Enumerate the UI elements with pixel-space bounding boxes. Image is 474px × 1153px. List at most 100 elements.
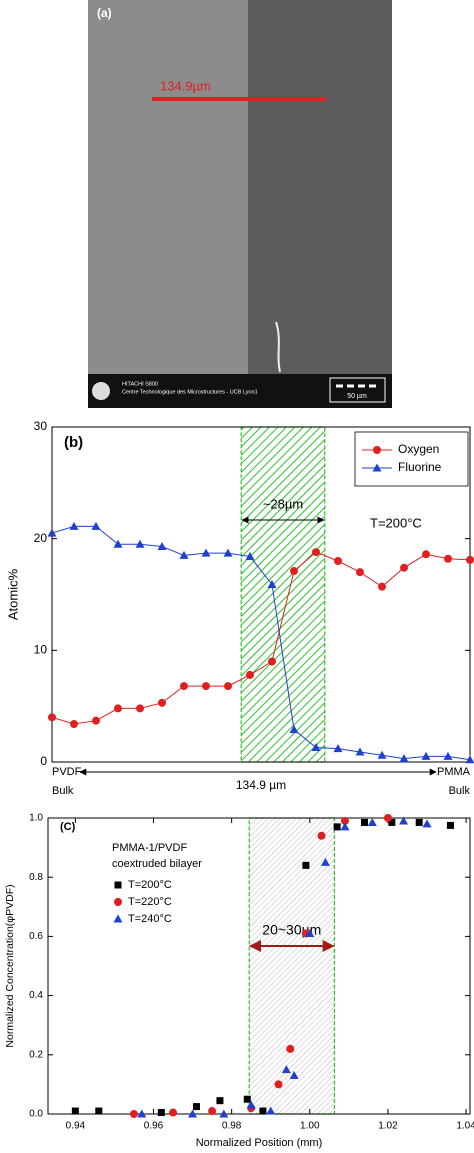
marker [216, 1097, 224, 1105]
end-label: Bulk [449, 785, 471, 797]
marker [266, 1106, 276, 1115]
y-tick-label: 1.0 [29, 813, 43, 824]
marker [446, 821, 454, 829]
marker [289, 1071, 299, 1080]
y-tick-label: 0 [40, 754, 47, 768]
legend-title: coextruded bilayer [112, 858, 202, 870]
legend-marker [114, 881, 122, 889]
marker [113, 539, 123, 548]
marker [135, 539, 145, 548]
legend-label: T=200°C [128, 879, 172, 891]
y-tick-label: 0.4 [29, 990, 43, 1001]
marker [333, 823, 341, 831]
x-tick-label: 0.98 [222, 1121, 242, 1132]
marker [355, 747, 365, 756]
panel-label: (b) [64, 434, 83, 451]
marker [378, 582, 386, 591]
marker [415, 818, 423, 826]
legend-box [354, 431, 469, 487]
sem-logo [92, 382, 110, 400]
span-label: 134.9 µm [236, 778, 286, 792]
marker [69, 521, 79, 530]
marker [208, 1107, 217, 1116]
marker [157, 541, 167, 550]
marker [70, 720, 78, 729]
marker [422, 819, 432, 828]
y-tick-label: 20 [34, 531, 48, 545]
marker [47, 528, 57, 537]
legend-marker [114, 898, 122, 906]
marker [243, 1095, 251, 1103]
legend-title: PMMA-1/PVDF [112, 842, 187, 854]
y-tick-label: 0.6 [29, 931, 43, 942]
marker [201, 548, 211, 557]
marker [180, 682, 188, 691]
y-tick-label: 0.0 [29, 1109, 43, 1120]
marker [246, 1100, 256, 1109]
marker [317, 831, 326, 840]
legend-label: T=220°C [128, 896, 172, 908]
legend-label: Oxygen [398, 442, 439, 456]
marker [114, 704, 122, 713]
marker [311, 742, 321, 751]
plot-frame [47, 817, 471, 1115]
y-axis-label: Atomic% [5, 568, 20, 620]
measure-label: 134.9µm [160, 78, 211, 93]
marker [188, 1109, 198, 1118]
marker [274, 1080, 283, 1089]
marker [219, 1109, 229, 1118]
marker [290, 567, 298, 576]
marker [444, 554, 452, 563]
x-tick-label: 1.02 [378, 1121, 398, 1132]
marker [137, 1109, 147, 1118]
y-tick-label: 10 [34, 643, 48, 657]
x-tick-label: 0.96 [144, 1121, 164, 1132]
legend-marker [373, 446, 381, 454]
marker [281, 1065, 291, 1074]
marker [129, 1110, 138, 1118]
marker [169, 1108, 178, 1117]
annotation: T=200°C [370, 515, 422, 530]
marker [399, 754, 409, 763]
marker [465, 755, 474, 764]
sem-left [88, 0, 248, 374]
plot-frame [51, 426, 471, 763]
marker [157, 1109, 165, 1117]
marker [340, 816, 349, 825]
x-tick-label: 1.04 [456, 1121, 474, 1132]
marker [158, 698, 166, 707]
legend-label: T=240°C [128, 913, 172, 925]
series-line [51, 525, 471, 761]
marker [320, 857, 330, 866]
marker [400, 563, 408, 572]
marker [333, 744, 343, 753]
legend-label: Fluorine [398, 460, 442, 474]
marker [334, 557, 342, 565]
y-axis-label: Normalized Concentration(φPVDF) [4, 884, 16, 1047]
legend-marker [113, 914, 123, 923]
x-axis-label: Normalized Position (mm) [196, 1137, 323, 1149]
panel-label: (a) [97, 6, 112, 20]
marker [383, 814, 392, 822]
marker [340, 822, 350, 831]
marker [136, 704, 144, 713]
marker [245, 552, 255, 561]
marker [268, 657, 276, 666]
marker [286, 1044, 295, 1053]
y-tick-label: 0.2 [29, 1049, 43, 1060]
marker [91, 521, 101, 530]
lab: Centre Technologique des Microstructures… [122, 389, 258, 395]
marker [202, 682, 210, 691]
x-tick-label: 0.94 [66, 1121, 86, 1132]
marker [224, 682, 232, 691]
marker [48, 713, 56, 722]
marker [421, 751, 431, 760]
end-label: PMMA [437, 766, 471, 778]
marker [312, 548, 320, 557]
marker [179, 550, 189, 559]
scale-label: 50 µm [347, 393, 367, 400]
marker [388, 818, 396, 826]
x-tick-label: 1.00 [300, 1121, 320, 1132]
marker [246, 670, 254, 679]
